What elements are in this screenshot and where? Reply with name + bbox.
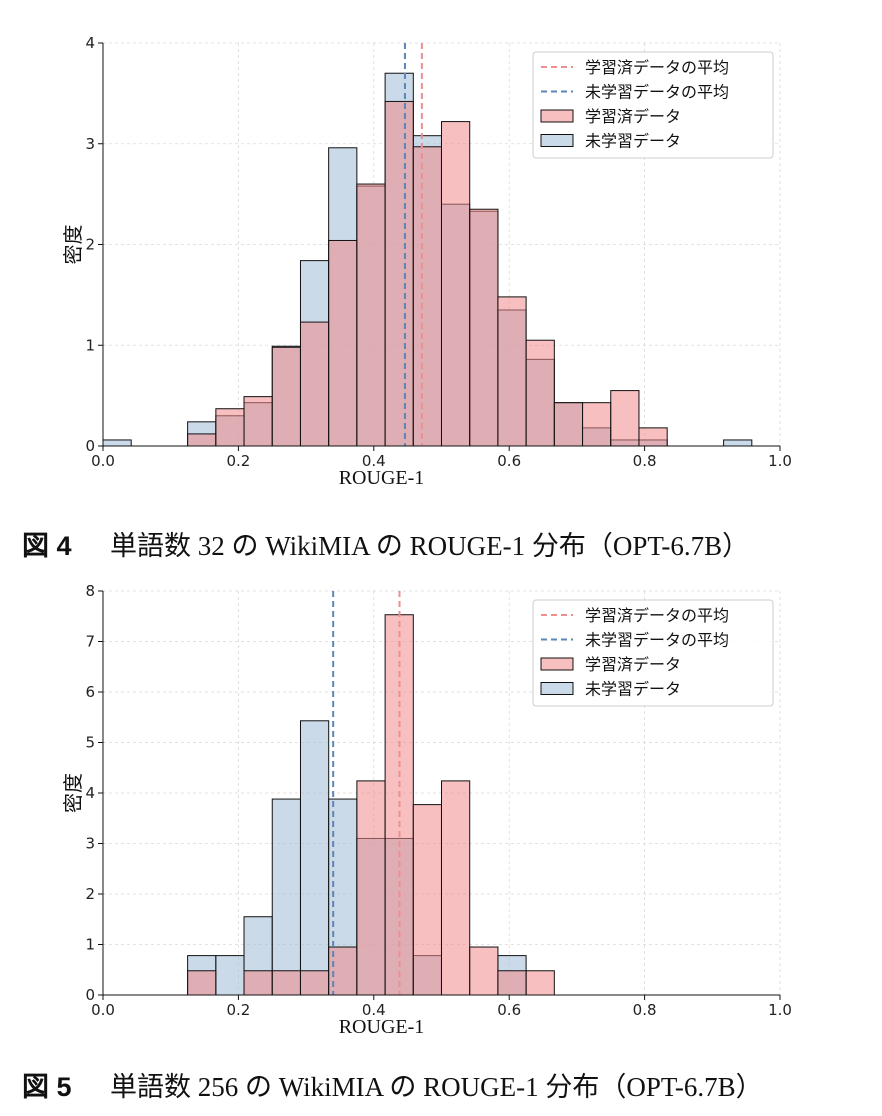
y-tick-label: 0: [85, 437, 95, 455]
y-tick-label: 2: [85, 885, 95, 903]
legend-trained-swatch: [540, 109, 574, 123]
x-tick-label: 0.2: [226, 452, 250, 470]
y-tick-label: 0: [85, 986, 95, 1004]
trained-bar: [356, 183, 386, 447]
x-tick-label: 0.6: [497, 452, 521, 470]
y-tick-label: 7: [85, 633, 95, 651]
trained-bar: [271, 970, 301, 996]
histogram-chart-2: 0.0 0.2 0.4 0.6 0.8 1.0 0 1 2 3 4 5 6 7 8 ROUGE-1 密度 学習済デ…: [61, 582, 792, 1038]
legend-label: 学習済データの平均: [585, 606, 729, 625]
legend-label: 学習済データ: [585, 107, 681, 126]
y-tick-label: 4: [85, 34, 95, 52]
trained-bar: [469, 208, 499, 447]
x-tick-label: 0.8: [633, 1001, 657, 1019]
y-tick-label: 2: [85, 236, 95, 254]
y-tick-label: 4: [85, 784, 95, 802]
x-axis-label: ROUGE-1: [339, 467, 425, 489]
trained-bar: [271, 346, 301, 447]
y-tick-label: 6: [85, 683, 95, 701]
x-tick-label: 0.8: [633, 452, 657, 470]
y-tick-label: 3: [85, 835, 95, 853]
trained-bar: [469, 946, 499, 996]
trained-bar: [243, 970, 273, 996]
trained-bar: [299, 321, 330, 447]
legend-untrained-swatch: [540, 134, 574, 147]
legend-box: [532, 599, 774, 707]
x-tick-label: 1.0: [768, 1001, 792, 1019]
y-axis-label: 密度: [61, 225, 85, 265]
x-tick-label: 0.0: [91, 452, 115, 470]
trained-bar: [215, 408, 245, 447]
histogram-chart-1: 0.0 0.2 0.4 0.6 0.8 1.0 0 1 2 3 4 ROUGE-1 密度 学習済データの平…: [61, 34, 792, 489]
caption-text-2: 単語数 256 の WikiMIA の ROUGE-1 分布（OPT-6.7B）: [110, 1072, 763, 1102]
trained-bar: [299, 970, 330, 996]
y-tick-label: 5: [85, 734, 95, 752]
caption-number-2: 図 5: [22, 1072, 72, 1102]
y-axis-label: 密度: [61, 773, 85, 813]
trained-bar: [582, 402, 612, 447]
caption-text-1: 単語数 32 の WikiMIA の ROUGE-1 分布（OPT-6.7B）: [110, 531, 749, 561]
legend-label: 未学習データ: [585, 132, 681, 151]
y-tick-label: 1: [85, 936, 95, 954]
x-tick-label: 1.0: [768, 452, 792, 470]
x-tick-label: 0.4: [362, 1001, 386, 1019]
x-tick-label: 0.6: [497, 1001, 521, 1019]
trained-bar: [412, 146, 442, 447]
trained-bar: [610, 390, 640, 447]
trained-bar: [187, 433, 217, 447]
untrained-bar: [102, 439, 132, 447]
trained-bar: [412, 804, 442, 996]
y-tick-label: 1: [85, 336, 95, 354]
x-axis-label: ROUGE-1: [339, 1016, 425, 1038]
trained-bar: [497, 296, 527, 447]
untrained-bar: [299, 720, 330, 996]
legend-label: 未学習データの平均: [585, 83, 729, 102]
trained-bar: [553, 402, 584, 447]
legend-box: [532, 51, 774, 159]
trained-bar: [525, 970, 555, 996]
x-tick-label: 0.0: [91, 1001, 115, 1019]
untrained-bar: [723, 439, 753, 447]
trained-bar: [187, 970, 217, 996]
y-tick-label: 3: [85, 135, 95, 153]
trained-bar: [638, 427, 668, 447]
trained-bar: [441, 780, 471, 996]
trained-bar: [525, 339, 555, 447]
x-tick-label: 0.4: [362, 452, 386, 470]
legend-untrained-swatch: [540, 682, 574, 695]
trained-bar: [384, 100, 414, 447]
caption-number-1: 図 4: [22, 531, 72, 561]
trained-bar: [497, 970, 527, 996]
legend-trained-swatch: [540, 657, 574, 671]
trained-bar: [243, 396, 273, 447]
untrained-bar: [215, 955, 245, 996]
y-tick-label: 8: [85, 582, 95, 600]
trained-bar: [328, 239, 358, 447]
legend-label: 学習済データの平均: [585, 58, 729, 77]
untrained-bar: [271, 798, 301, 996]
legend-label: 学習済データ: [585, 655, 681, 674]
trained-bar: [356, 780, 386, 996]
legend-label: 未学習データ: [585, 680, 681, 699]
trained-bar: [441, 121, 471, 447]
legend-label: 未学習データの平均: [585, 631, 729, 650]
x-tick-label: 0.2: [226, 1001, 250, 1019]
